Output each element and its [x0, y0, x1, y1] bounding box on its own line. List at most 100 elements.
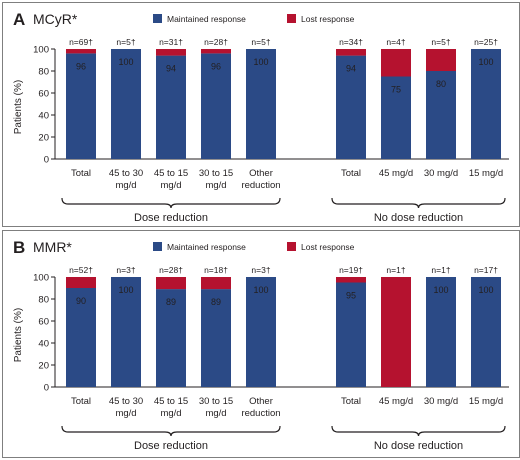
bar-lost [66, 277, 96, 288]
group-label: No dose reduction [374, 440, 463, 452]
bar-value-label: 75 [391, 85, 401, 95]
x-category-label: 15 mg/d [469, 168, 503, 179]
y-axis-label: Patients (%) [13, 80, 24, 134]
n-label: n=3† [116, 265, 135, 275]
bar-maintained [471, 277, 501, 387]
group-brace [331, 197, 506, 209]
bar-lost [156, 277, 186, 290]
y-axis-label: Patients (%) [13, 308, 24, 362]
x-category-label: Total [71, 168, 91, 179]
bar-maintained [246, 277, 276, 387]
bar-maintained [111, 49, 141, 159]
x-category-label: Total [71, 396, 91, 407]
bar-maintained [381, 76, 411, 159]
bar-maintained [336, 282, 366, 387]
legend-label-lost: Lost response [301, 242, 355, 252]
bar-value-label: 90 [76, 296, 86, 306]
bar-lost [336, 49, 366, 56]
y-tick-label: 0 [44, 155, 49, 166]
panel-a: A MCyR* Maintained response Lost respons… [2, 2, 520, 227]
x-category-label: 45 to 15 [154, 396, 188, 407]
bar-maintained [111, 277, 141, 387]
n-label: n=52† [69, 265, 93, 275]
x-category-label: 30 to 15 [199, 396, 233, 407]
chart-title: MMR* [33, 239, 72, 255]
bar-value-label: 100 [253, 285, 268, 295]
bar-maintained [66, 288, 96, 387]
bar-value-label: 100 [433, 285, 448, 295]
n-label: n=34† [339, 37, 363, 47]
group-label: Dose reduction [134, 212, 208, 224]
bar-value-label: 100 [478, 285, 493, 295]
x-category-label: 30 to 15 [199, 168, 233, 179]
n-label: n=18† [204, 265, 228, 275]
panel-letter: A [13, 10, 25, 29]
group-brace [61, 197, 281, 209]
y-tick-label: 80 [38, 295, 49, 306]
y-tick-label: 100 [33, 273, 49, 284]
n-label: n=69† [69, 37, 93, 47]
x-category-label: reduction [241, 408, 280, 419]
bar-maintained [201, 53, 231, 159]
bar-maintained [201, 289, 231, 387]
x-category-label: 30 mg/d [424, 168, 458, 179]
n-label: n=28† [204, 37, 228, 47]
x-category-label: Other [249, 396, 273, 407]
x-category-label: Total [341, 168, 361, 179]
x-category-label: 45 mg/d [379, 396, 413, 407]
n-label: n=1† [431, 265, 450, 275]
bar-lost [381, 49, 411, 77]
x-category-label: 45 to 30 [109, 168, 143, 179]
y-tick-label: 40 [38, 111, 49, 122]
y-tick-label: 100 [33, 45, 49, 56]
bar-value-label: 100 [478, 57, 493, 67]
n-label: n=1† [386, 265, 405, 275]
group-brace [61, 425, 281, 437]
x-category-label: 45 to 15 [154, 168, 188, 179]
y-tick-label: 0 [44, 383, 49, 394]
bar-value-label: 100 [118, 57, 133, 67]
bar-maintained [246, 49, 276, 159]
legend-label-maintained: Maintained response [167, 242, 246, 252]
bar-lost [336, 277, 366, 283]
bar-value-label: 89 [211, 297, 221, 307]
group-label: No dose reduction [374, 212, 463, 224]
bar-maintained [66, 53, 96, 159]
legend-swatch-lost [287, 242, 296, 251]
x-category-label: Total [341, 396, 361, 407]
x-category-label: Other [249, 168, 273, 179]
n-label: n=3† [251, 265, 270, 275]
bar-value-label: 95 [346, 291, 356, 301]
bar-lost [426, 49, 456, 71]
bar-maintained [426, 71, 456, 159]
legend-swatch-maintained [153, 242, 162, 251]
mcyr-chart: A MCyR* Maintained response Lost respons… [13, 10, 509, 224]
bar-maintained [156, 55, 186, 159]
bar-maintained [471, 49, 501, 159]
x-category-label: mg/d [160, 408, 181, 419]
x-category-label: reduction [241, 180, 280, 191]
x-category-label: 45 mg/d [379, 168, 413, 179]
y-tick-label: 40 [38, 339, 49, 350]
bar-maintained [426, 277, 456, 387]
y-tick-label: 20 [38, 133, 49, 144]
n-label: n=5† [116, 37, 135, 47]
bar-lost [201, 277, 231, 290]
group-label: Dose reduction [134, 440, 208, 452]
y-tick-label: 80 [38, 67, 49, 78]
x-category-label: mg/d [115, 180, 136, 191]
bar-lost [156, 49, 186, 56]
bar-value-label: 94 [166, 64, 176, 74]
x-category-label: 15 mg/d [469, 396, 503, 407]
panel-b: B MMR* Maintained response Lost response… [2, 230, 520, 458]
y-tick-label: 60 [38, 89, 49, 100]
y-tick-label: 20 [38, 361, 49, 372]
n-label: n=5† [431, 37, 450, 47]
legend-label-lost: Lost response [301, 14, 355, 24]
n-label: n=17† [474, 265, 498, 275]
x-category-label: mg/d [160, 180, 181, 191]
bar-maintained [156, 289, 186, 387]
n-label: n=28† [159, 265, 183, 275]
bar-lost [381, 277, 411, 387]
bar-lost [201, 49, 231, 54]
